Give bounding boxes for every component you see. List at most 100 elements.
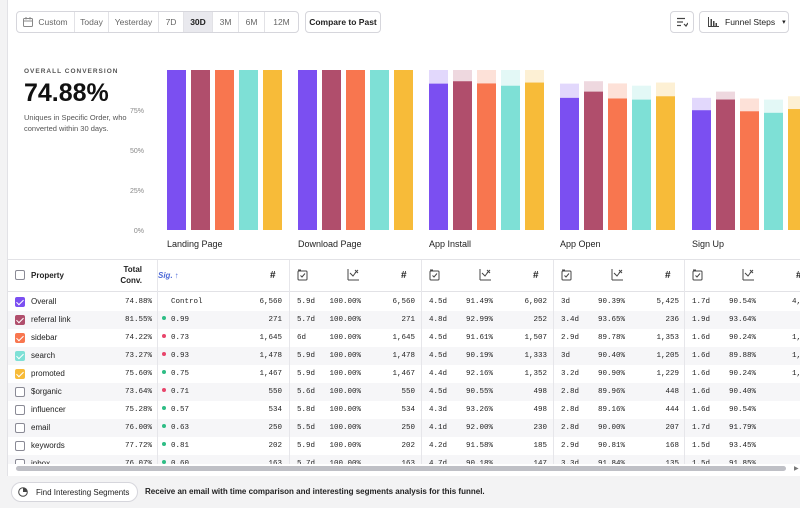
conversion-bar[interactable] <box>167 70 186 230</box>
conversion-bar[interactable] <box>322 70 341 230</box>
row-conversion-rate: 90.54% <box>728 406 756 414</box>
conversion-bar[interactable] <box>656 96 675 230</box>
header-total-conv[interactable]: Total Conv. <box>104 260 142 285</box>
row-step1-count: 550 <box>268 388 282 396</box>
funnel-steps-dropdown[interactable]: Funnel Steps ▾ <box>699 11 789 33</box>
row-property-name: Overall <box>31 297 57 306</box>
time-to-convert-icon[interactable] <box>297 269 309 281</box>
dropoff-bar <box>788 96 800 110</box>
compare-to-past-button[interactable]: Compare to Past <box>305 11 381 33</box>
count-column-icon[interactable]: # <box>665 270 671 281</box>
table-row[interactable]: referral link 81.55% 0.99 271 5.7d 100.00% 271… <box>8 311 800 329</box>
range-today[interactable]: Today <box>75 12 109 32</box>
range-7d[interactable]: 7D <box>159 12 184 32</box>
range-custom[interactable]: Custom <box>17 12 75 32</box>
time-to-convert-icon[interactable] <box>561 269 573 281</box>
range-6m[interactable]: 6M <box>239 12 265 32</box>
table-row[interactable]: influencer 75.28% 0.57 534 5.8d 100.00% 534 4.3… <box>8 401 800 419</box>
row-checkbox[interactable] <box>15 423 25 433</box>
row-step1-count: 271 <box>268 316 282 324</box>
dropoff-bar <box>477 70 496 84</box>
count-column-icon[interactable]: # <box>796 267 800 285</box>
conversion-bar[interactable] <box>215 70 234 230</box>
conversion-bar[interactable] <box>584 91 603 230</box>
conversion-rate-icon[interactable] <box>611 269 623 281</box>
table-row[interactable]: $organic 73.64% 0.71 550 5.6d 100.00% 550 4.5d 9… <box>8 383 800 401</box>
row-conversion-rate: 100.00% <box>329 334 361 342</box>
range-3m[interactable]: 3M <box>213 12 239 32</box>
row-step-count: 207 <box>665 424 679 432</box>
row-step-count: 1,467 <box>392 370 415 378</box>
table-row[interactable]: keywords 77.72% 0.81 202 5.9d 100.00% 202 4.2d 9… <box>8 437 800 455</box>
conversion-bar[interactable] <box>716 99 735 230</box>
conversion-bar[interactable] <box>346 70 365 230</box>
conversion-bar[interactable] <box>525 82 544 230</box>
row-checkbox[interactable] <box>15 333 25 343</box>
conversion-bar[interactable] <box>788 109 800 230</box>
conversion-bar[interactable] <box>394 70 413 230</box>
row-step-count: 1,353 <box>656 334 679 342</box>
horizontal-scrollbar[interactable] <box>16 466 786 471</box>
dropoff-bar <box>501 70 520 86</box>
header-property[interactable]: Property <box>31 271 64 280</box>
conversion-bar[interactable] <box>740 111 759 230</box>
table-row[interactable]: sidebar 74.22% 0.73 1,645 6d 100.00% 1,645 4.5d… <box>8 329 800 347</box>
row-checkbox[interactable] <box>15 315 25 325</box>
header-significance[interactable]: Sig. ↑ <box>158 267 179 285</box>
count-column-icon[interactable]: # <box>401 270 407 281</box>
row-checkbox[interactable] <box>15 297 25 307</box>
conversion-bar[interactable] <box>477 83 496 230</box>
conversion-bar[interactable] <box>501 85 520 230</box>
row-step-count: 1,478 <box>392 352 415 360</box>
range-yesterday[interactable]: Yesterday <box>109 12 159 32</box>
table-row[interactable]: inbox 76.07% 0.60 163 5.7d 100.00% 163 4.7d 90.1… <box>8 455 800 464</box>
time-to-convert-icon[interactable] <box>692 269 704 281</box>
conversion-bar[interactable] <box>560 97 579 230</box>
conversion-bar[interactable] <box>429 83 448 230</box>
row-step-count: 1,229 <box>656 370 679 378</box>
conversion-bar[interactable] <box>764 112 783 230</box>
range-12m[interactable]: 12M <box>273 17 290 27</box>
conversion-bar[interactable] <box>263 70 282 230</box>
row-checkbox[interactable] <box>15 459 25 464</box>
conversion-bar[interactable] <box>370 70 389 230</box>
select-all-checkbox[interactable] <box>15 270 25 280</box>
scroll-right-icon[interactable]: ▶ <box>794 466 799 472</box>
funnel-steps-label: Funnel Steps <box>725 17 776 27</box>
row-time-to-convert: 4.8d <box>429 316 448 324</box>
conversion-bar[interactable] <box>632 99 651 230</box>
range-30d[interactable]: 30D <box>184 12 213 32</box>
row-checkbox[interactable] <box>15 405 25 415</box>
row-checkbox[interactable] <box>15 441 25 451</box>
table-row[interactable]: promoted 75.60% 0.75 1,467 5.9d 100.00% 1,467 4… <box>8 365 800 383</box>
find-interesting-segments-button[interactable]: Find Interesting Segments <box>11 482 139 502</box>
conversion-rate-icon[interactable] <box>479 269 491 281</box>
row-step-count: 550 <box>401 388 415 396</box>
row-checkbox[interactable] <box>15 387 25 397</box>
row-property-name: $organic <box>31 387 62 396</box>
count-column-icon[interactable]: # <box>533 270 539 281</box>
count-column-icon[interactable]: # <box>270 270 276 281</box>
conversion-rate-icon[interactable] <box>742 269 754 281</box>
conversion-bar[interactable] <box>608 98 627 230</box>
row-property-name: sidebar <box>31 333 58 342</box>
conversion-bar[interactable] <box>298 70 317 230</box>
row-time-to-convert: 1.7d <box>692 424 711 432</box>
conversion-bar[interactable] <box>191 70 210 230</box>
conversion-rate-icon[interactable] <box>347 269 359 281</box>
significance-dot <box>162 316 166 321</box>
table-row[interactable]: search 73.27% 0.93 1,478 5.9d 100.00% 1,478 4.5… <box>8 347 800 365</box>
row-time-to-convert: 1.6d <box>692 406 711 414</box>
sort-button[interactable] <box>670 11 694 33</box>
table-row[interactable]: email 76.00% 0.63 250 5.5d 100.00% 250 4.1d 92.0… <box>8 419 800 437</box>
row-checkbox[interactable] <box>15 351 25 361</box>
conversion-bar[interactable] <box>239 70 258 230</box>
row-time-to-convert: 1.6d <box>692 352 711 360</box>
row-time-to-convert: 3.3d <box>561 460 580 464</box>
time-to-convert-icon[interactable] <box>429 269 441 281</box>
row-significance: 0.93 <box>171 352 190 360</box>
table-row[interactable]: Overall 74.88% Control 6,560 5.9d 100.00% 6,56… <box>8 293 800 311</box>
conversion-bar[interactable] <box>453 81 472 230</box>
row-checkbox[interactable] <box>15 369 25 379</box>
conversion-bar[interactable] <box>692 110 711 230</box>
